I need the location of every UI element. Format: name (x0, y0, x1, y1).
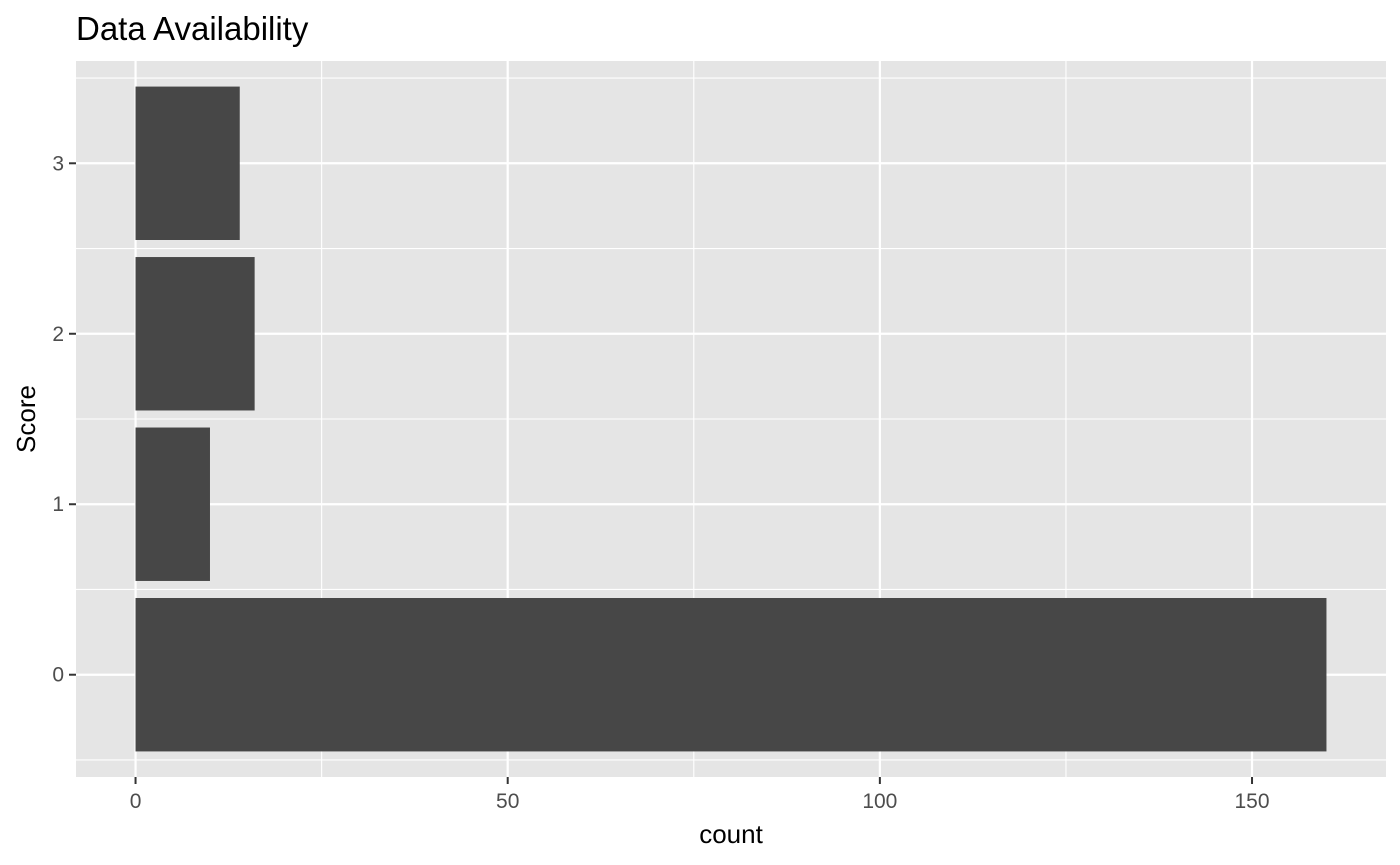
chart-title: Data Availability (76, 10, 309, 47)
grid-minor (76, 61, 1386, 777)
x-axis-title: count (699, 819, 763, 849)
bars (135, 86, 1327, 752)
y-axis-title: Score (11, 385, 41, 453)
bar-score-0 (135, 598, 1327, 752)
x-tick-label-50: 50 (496, 790, 519, 813)
y-axis: 0 1 2 3 (52, 152, 76, 687)
bar-score-1 (135, 427, 210, 581)
y-tick-label-0: 0 (52, 664, 64, 687)
y-tick-label-3: 3 (52, 152, 64, 175)
x-tick-label-100: 100 (862, 790, 897, 813)
y-tick-label-1: 1 (52, 493, 64, 516)
y-tick-label-2: 2 (52, 323, 64, 346)
x-tick-label-0: 0 (130, 790, 142, 813)
bar-score-2 (135, 257, 255, 411)
x-axis: 0 50 100 150 (130, 777, 1270, 813)
bar-score-3 (135, 86, 240, 240)
x-tick-label-150: 150 (1234, 790, 1269, 813)
